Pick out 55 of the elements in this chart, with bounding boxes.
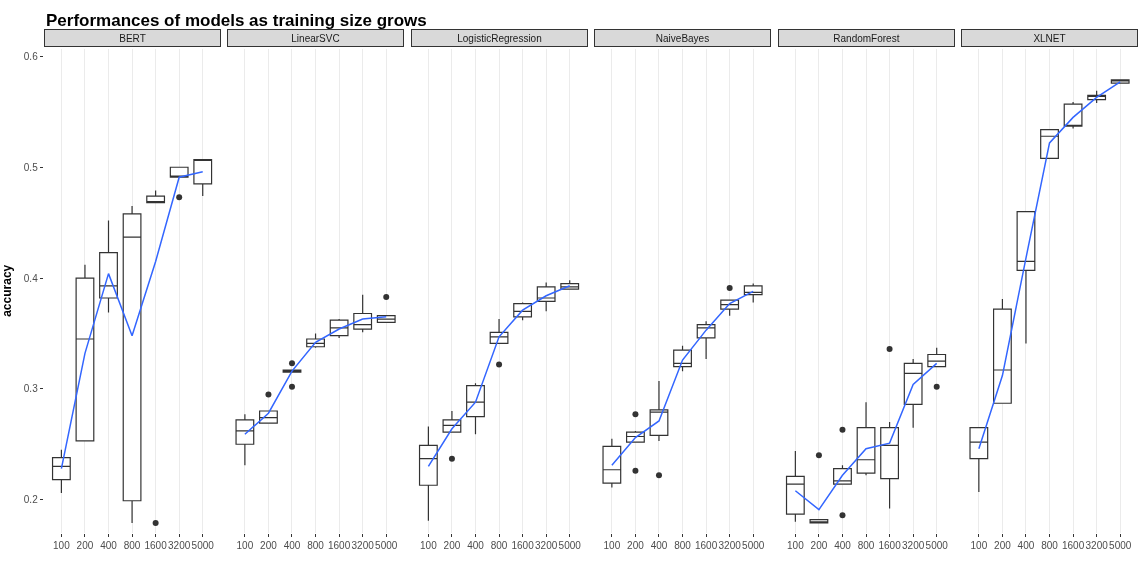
x-tick-label: 800 (123, 539, 141, 551)
x-tick-label: 400 (650, 539, 668, 551)
x-tick-label: 800 (1041, 539, 1059, 551)
x-tick-label: 100 (787, 539, 805, 551)
x-tick-label: 400 (467, 539, 485, 551)
x-tick-label: 1600 (511, 539, 535, 551)
x-tick-label: 3200 (535, 539, 558, 551)
x-tick-label: 400 (1017, 539, 1035, 551)
x-tick-label: 100 (236, 539, 254, 551)
x-tick-label: 5000 (925, 539, 949, 551)
y-axis-title: accuracy (0, 264, 14, 317)
x-tick-label: 5000 (742, 539, 765, 551)
x-tick-label: 1600 (1061, 539, 1085, 551)
x-tick-label: 400 (283, 539, 301, 551)
chart-title: LogisticRegression (457, 32, 542, 44)
x-tick-label: 1600 (327, 539, 351, 551)
x-tick-label: 800 (307, 539, 325, 551)
x-tick-label: 3200 (1085, 539, 1109, 551)
chart-title: NaiveBayes (655, 32, 710, 44)
text: Performances of models as training size grows (46, 11, 427, 30)
x-tick-label: 800 (674, 539, 692, 551)
x-tick-label: 200 (260, 539, 278, 551)
y-tick-label: 0.3 (23, 383, 39, 395)
x-tick-label: 100 (603, 539, 621, 551)
x-tick-label: 1600 (144, 539, 168, 551)
x-tick-label: 100 (970, 539, 988, 551)
x-tick-label: 200 (76, 539, 94, 551)
x-tick-label: 5000 (558, 539, 582, 551)
x-tick-label: 3200 (718, 539, 742, 551)
x-tick-label: 200 (627, 539, 645, 551)
x-tick-label: 100 (53, 539, 71, 551)
x-tick-label: 400 (100, 539, 118, 551)
x-tick-label: 5000 (191, 539, 215, 551)
x-tick-label: 400 (834, 539, 852, 551)
x-tick-label: 800 (490, 539, 508, 551)
x-tick-label: 3200 (351, 539, 375, 551)
y-tick-label: 0.5 (23, 161, 39, 173)
chart-title: BERT (119, 32, 146, 44)
chart-title: RandomForest (833, 32, 900, 44)
x-tick-label: 800 (857, 539, 875, 551)
x-tick-label: 3200 (902, 539, 925, 551)
y-tick-label: 0.4 (23, 272, 39, 284)
x-tick-label: 200 (994, 539, 1012, 551)
x-tick-label: 100 (420, 539, 438, 551)
y-tick-label: 0.2 (23, 494, 39, 506)
y-tick-label: 0.6 (23, 50, 39, 62)
x-tick-label: 5000 (1109, 539, 1132, 551)
chart-title: LinearSVC (291, 32, 340, 44)
x-tick-label: 5000 (375, 539, 398, 551)
x-tick-label: 1600 (694, 539, 718, 551)
x-tick-label: 3200 (168, 539, 191, 551)
chart-title: XLNET (1033, 32, 1066, 44)
x-tick-label: 200 (443, 539, 461, 551)
x-tick-label: 1600 (878, 539, 902, 551)
x-tick-label: 200 (810, 539, 828, 551)
